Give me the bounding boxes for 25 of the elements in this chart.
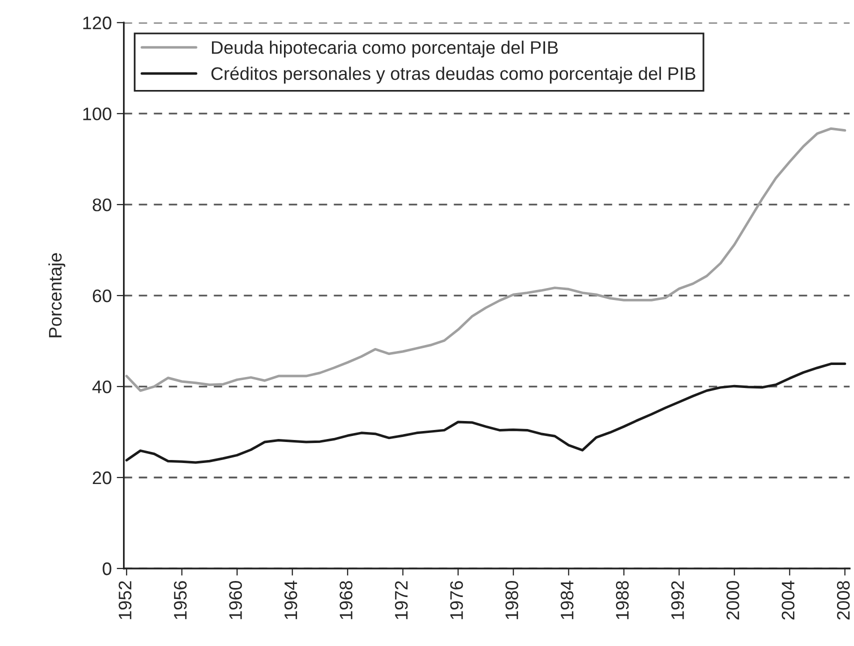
x-tick-label: 1952 [118, 581, 132, 620]
y-tick-label: 60 [92, 289, 112, 302]
legend-label: Deuda hipotecaria como porcentaje del PIB [212, 40, 558, 58]
legend-label: Créditos personales y otras deudas como porcentaje del PIB [211, 66, 696, 84]
x-tick-label: 1980 [505, 580, 518, 620]
y-tick-label: 100 [83, 108, 112, 120]
x-tick-label: 1972 [394, 581, 408, 620]
line-series [125, 127, 846, 392]
x-tick-label: 2000 [726, 580, 740, 620]
x-tick-label: 1956 [174, 581, 187, 620]
x-tick-label: 1968 [340, 581, 352, 620]
y-axis-title: Porcentaje [48, 253, 66, 338]
x-tick-label: 2004 [782, 580, 794, 620]
y-tick-label: 0 [102, 562, 112, 576]
x-tick-label: 1988 [616, 581, 629, 620]
y-tick-label: 40 [92, 380, 112, 394]
x-tick-label: 2008 [836, 581, 850, 620]
x-tick-label: 1960 [229, 580, 242, 620]
x-tick-label: 1984 [560, 580, 574, 620]
x-tick-label: 1964 [284, 580, 298, 620]
x-tick-label: 1992 [671, 581, 684, 620]
y-tick-label: 80 [92, 198, 112, 212]
y-tick-label: 120 [83, 16, 112, 30]
x-tick-label: 1976 [450, 581, 463, 620]
y-tick-label: 20 [92, 471, 112, 484]
